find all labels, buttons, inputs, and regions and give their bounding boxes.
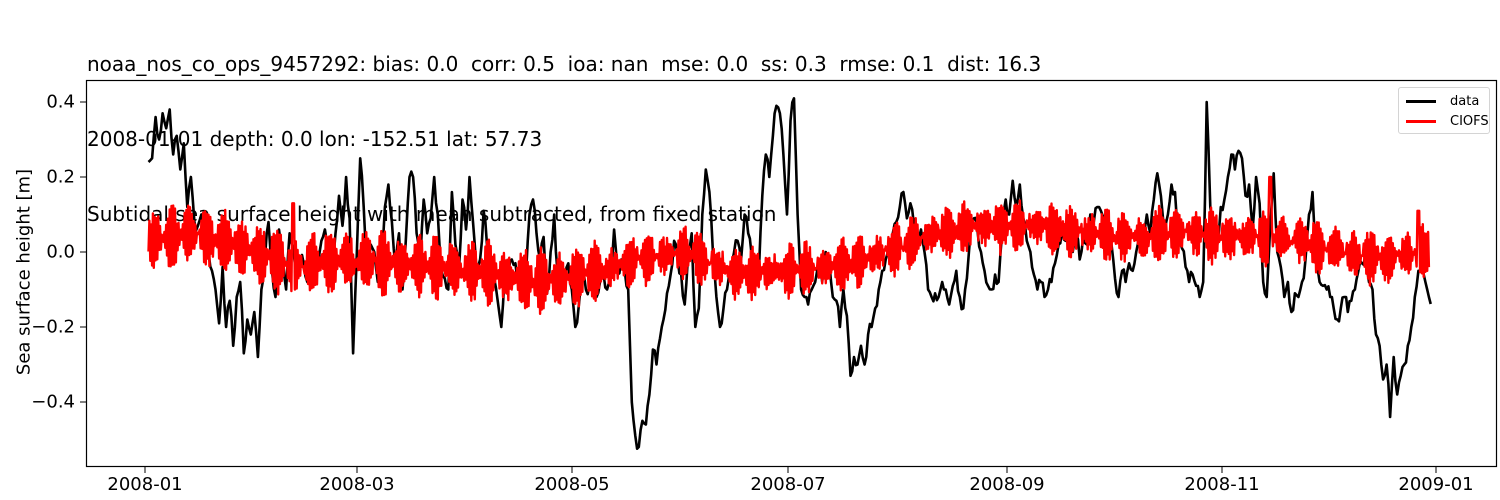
xtick-label-2008-11: 2008-11: [1184, 474, 1260, 495]
xtick-label-2008-01: 2008-01: [107, 474, 183, 495]
legend-label-ciofs: CIOFS: [1450, 113, 1489, 129]
xtick-label-2009-01: 2009-01: [1398, 474, 1474, 495]
legend-swatch-data: [1406, 99, 1436, 103]
series-ciofs-line: [147, 175, 1431, 315]
legend-item-data: data: [1406, 92, 1479, 110]
xtick-label-2008-07: 2008-07: [750, 474, 826, 495]
title-line-stats: noaa_nos_co_ops_9457292: bias: 0.0 corr:…: [87, 52, 1042, 76]
x-ticks: [144, 466, 1437, 473]
ytick-label-0.4: 0.4: [46, 91, 75, 113]
ytick-label-neg0.2: −0.2: [31, 316, 75, 338]
legend-swatch-ciofs: [1406, 119, 1436, 123]
ytick-label-neg0.4: −0.4: [31, 391, 75, 413]
axes-frame: [85, 79, 1498, 468]
legend-label-data: data: [1450, 93, 1480, 109]
y-axis-label: Sea surface height [m]: [13, 168, 35, 376]
xtick-label-2008-03: 2008-03: [319, 474, 395, 495]
xtick-label-2008-05: 2008-05: [534, 474, 610, 495]
title-line-location: 2008-01-01 depth: 0.0 lon: -152.51 lat: …: [87, 127, 543, 151]
legend: data CIOFS: [1398, 87, 1490, 134]
xtick-label-2008-09: 2008-09: [969, 474, 1045, 495]
ytick-label-0.0: 0.0: [46, 241, 75, 263]
legend-item-ciofs: CIOFS: [1406, 112, 1489, 130]
series-layer: [147, 97, 1432, 451]
ytick-label-0.2: 0.2: [46, 166, 75, 188]
y-ticks: [80, 101, 87, 403]
